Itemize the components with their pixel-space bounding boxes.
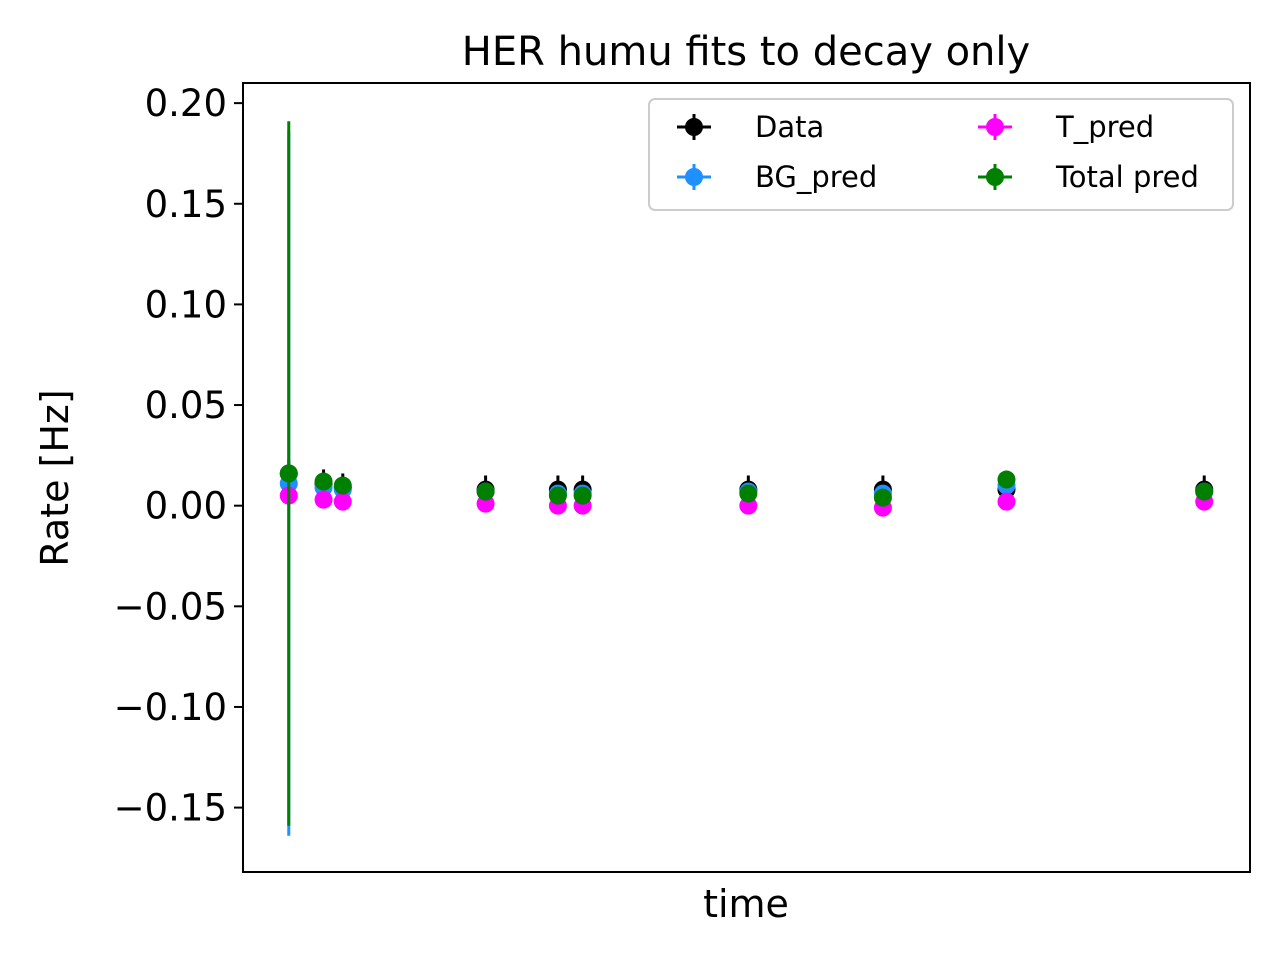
legend-entry-data: Data <box>677 110 824 144</box>
x-axis-label: time <box>703 882 789 926</box>
point-total-pred <box>873 488 892 507</box>
legend-box <box>648 98 1234 211</box>
series-bg-pred <box>279 131 1214 836</box>
y-tick-label: −0.10 <box>114 686 227 729</box>
y-tick-label: 0.15 <box>145 183 227 226</box>
point-total-pred <box>333 476 352 495</box>
legend-label: BG_pred <box>755 160 877 194</box>
legend-marker <box>685 118 703 136</box>
legend-entry-total-pred: Total pred <box>978 160 1199 194</box>
plot-area-frame <box>242 82 1251 873</box>
legend-entry-t-pred: T_pred <box>978 110 1154 144</box>
point-total-pred <box>997 470 1016 489</box>
point-total-pred <box>739 484 758 503</box>
point-total-pred <box>573 486 592 505</box>
legend-label: Data <box>755 110 824 144</box>
point-total-pred <box>1195 482 1214 501</box>
y-tick-label: 0.10 <box>145 283 227 326</box>
point-t-pred <box>997 492 1016 511</box>
y-tick-label: −0.05 <box>114 585 227 628</box>
legend-label: Total pred <box>1055 160 1199 194</box>
chart-title: HER humu fits to decay only <box>462 29 1030 75</box>
series-total-pred <box>279 121 1214 826</box>
point-total-pred <box>314 472 333 491</box>
point-t-pred <box>314 490 333 509</box>
y-tick-label: 0.00 <box>145 485 227 528</box>
point-total-pred <box>548 486 567 505</box>
point-total-pred <box>476 482 495 501</box>
y-axis-label: Rate [Hz] <box>33 389 77 566</box>
point-total-pred <box>279 464 298 483</box>
legend-entry-bg-pred: BG_pred <box>677 160 877 194</box>
legend-label: T_pred <box>1055 110 1154 144</box>
data-marks <box>279 121 1214 836</box>
legend-marker <box>986 168 1004 186</box>
y-tick-label: 0.20 <box>145 82 227 125</box>
legend-marker <box>685 168 703 186</box>
point-t-pred <box>333 492 352 511</box>
y-tick-label: 0.05 <box>145 384 227 427</box>
legend-marker <box>986 118 1004 136</box>
y-axis: −0.15 −0.10 −0.05 0.00 0.05 0.10 0.15 0.20 <box>114 82 243 830</box>
y-tick-label: −0.15 <box>114 787 227 830</box>
legend: Data BG_pred T_pred Total pred <box>648 98 1234 211</box>
